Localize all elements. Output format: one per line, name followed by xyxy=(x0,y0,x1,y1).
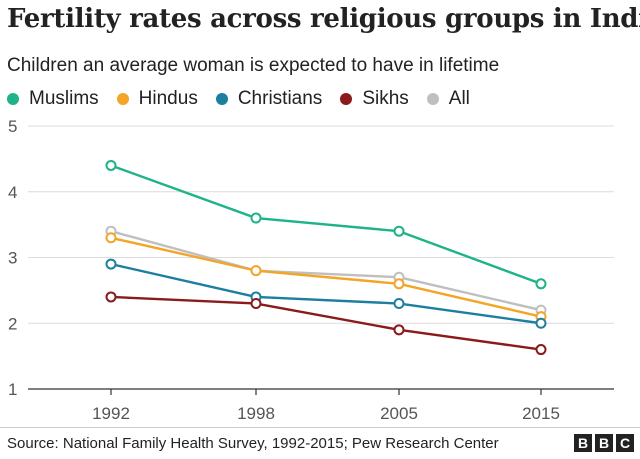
data-point-christians xyxy=(535,317,547,329)
data-point-muslims xyxy=(250,212,262,224)
y-tick-label: 5 xyxy=(8,117,17,136)
legend-item-muslims: Muslims xyxy=(7,88,99,110)
data-point-sikhs xyxy=(393,324,405,336)
logo-letter: B xyxy=(574,434,592,452)
y-tick-label: 1 xyxy=(8,380,17,399)
data-point-hindus xyxy=(250,265,262,277)
legend-label-sikhs: Sikhs xyxy=(362,88,409,109)
legend-swatch-hindus xyxy=(116,93,129,105)
source-note: Source: National Family Health Survey, 1… xyxy=(7,435,499,452)
data-point-sikhs xyxy=(535,344,547,356)
y-tick-label: 3 xyxy=(8,249,17,268)
data-point-muslims xyxy=(105,159,117,171)
series-line-hindus xyxy=(110,236,542,318)
series-line-christians xyxy=(110,262,542,325)
legend-label-christians: Christians xyxy=(237,88,323,109)
data-point-hindus xyxy=(393,278,405,290)
legend-swatch-christians xyxy=(215,93,228,105)
legend-item-all: All xyxy=(426,88,470,110)
x-tick-label: 2015 xyxy=(522,404,560,423)
data-point-muslims xyxy=(393,225,405,237)
footer-divider xyxy=(0,427,640,428)
x-tick-label: 1992 xyxy=(92,404,130,423)
chart-title: Fertility rates across religious groups … xyxy=(7,4,640,34)
legend-label-all: All xyxy=(448,88,470,109)
series-line-all xyxy=(110,230,542,312)
data-point-sikhs xyxy=(250,298,262,310)
legend-swatch-sikhs xyxy=(340,93,353,105)
chart-subtitle: Children an average woman is expected to… xyxy=(7,55,500,76)
legend-swatch-muslims xyxy=(7,93,19,105)
legend-item-hindus: Hindus xyxy=(116,88,198,110)
legend: Muslims Hindus Christians Sikhs All xyxy=(7,88,470,110)
series-line-muslims xyxy=(110,164,542,285)
legend-label-hindus: Hindus xyxy=(138,88,198,109)
data-point-christians xyxy=(393,298,405,310)
bbc-logo: B B C xyxy=(571,434,634,452)
x-tick-label: 1998 xyxy=(237,404,275,423)
legend-item-sikhs: Sikhs xyxy=(340,88,409,110)
logo-letter: C xyxy=(616,434,634,452)
data-point-muslims xyxy=(535,278,547,290)
legend-item-christians: Christians xyxy=(215,88,323,110)
y-tick-label: 2 xyxy=(8,314,17,333)
series-line-sikhs xyxy=(110,295,542,351)
data-point-christians xyxy=(105,258,117,270)
data-point-hindus xyxy=(105,232,117,244)
legend-swatch-all xyxy=(426,93,439,105)
legend-label-muslims: Muslims xyxy=(29,88,99,109)
logo-letter: B xyxy=(595,434,613,452)
line-chart: 1 2 3 4 5 1992 1998 2005 2015 xyxy=(8,117,614,423)
data-point-sikhs xyxy=(105,291,117,303)
x-tick-label: 2005 xyxy=(380,404,418,423)
y-tick-label: 4 xyxy=(8,183,17,202)
